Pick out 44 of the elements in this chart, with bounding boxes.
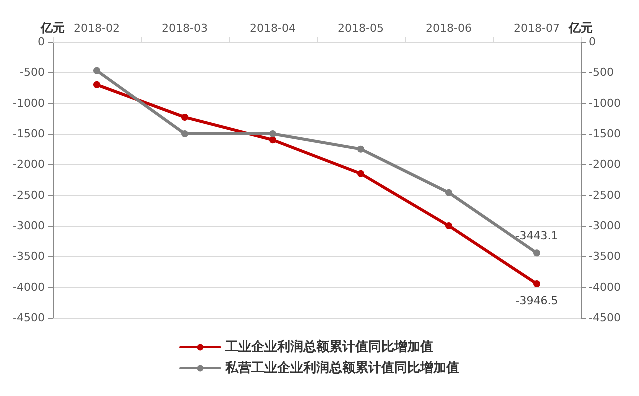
- point: [534, 250, 540, 257]
- y-tick-label: -3000: [13, 220, 45, 232]
- y2-axis-title: 亿元: [568, 21, 593, 35]
- y-tick-label: -3500: [13, 250, 45, 264]
- point: [270, 130, 276, 138]
- y2-tick-label: -2500: [589, 188, 621, 202]
- x-tick-label: 2018-04: [250, 22, 296, 35]
- y2-tick-label: 0: [589, 36, 596, 48]
- point: [446, 222, 452, 230]
- y2-tick-label: -4000: [589, 280, 621, 294]
- legend-label: 私营工业企业利润总额累计值同比增加值: [224, 360, 460, 376]
- y2-tick-label: -1000: [589, 96, 621, 110]
- y-tick-label: -1500: [13, 128, 45, 140]
- y-tick-label: -2000: [13, 158, 45, 172]
- point: [182, 130, 188, 138]
- point: [446, 189, 452, 196]
- data-label: -3946.5: [516, 294, 558, 308]
- point: [534, 280, 540, 288]
- y2-tick-label: -3000: [589, 220, 621, 232]
- x-tick-label: 2018-07: [514, 22, 560, 35]
- point: [358, 146, 364, 153]
- data-label: -3443.1: [516, 230, 558, 243]
- y2-tick-label: -1500: [589, 128, 621, 140]
- y2-tick-label: -4500: [589, 312, 621, 324]
- point: [358, 170, 364, 178]
- y2-tick-label: -3500: [589, 250, 621, 264]
- legend-label: 工业企业利润总额累计值同比增加值: [224, 339, 434, 355]
- y2-tick-label: -2000: [589, 158, 621, 172]
- point: [94, 67, 100, 74]
- y-tick-label: -2500: [13, 188, 45, 202]
- x-tick-label: 2018-02: [74, 22, 120, 35]
- x-tick-label: 2018-05: [338, 22, 384, 35]
- y2-tick-label: -500: [589, 66, 614, 80]
- point: [270, 136, 276, 144]
- y-tick-label: -4000: [13, 280, 45, 294]
- x-tick-label: 2018-03: [162, 22, 208, 35]
- point: [94, 81, 100, 88]
- y-tick-label: -4500: [13, 312, 45, 324]
- y-tick-label: -1000: [13, 96, 45, 110]
- y-tick-label: -500: [20, 66, 45, 80]
- point: [182, 114, 188, 121]
- y-tick-label: 0: [38, 36, 45, 48]
- y-axis-title: 亿元: [40, 21, 65, 35]
- x-tick-label: 2018-06: [426, 22, 472, 35]
